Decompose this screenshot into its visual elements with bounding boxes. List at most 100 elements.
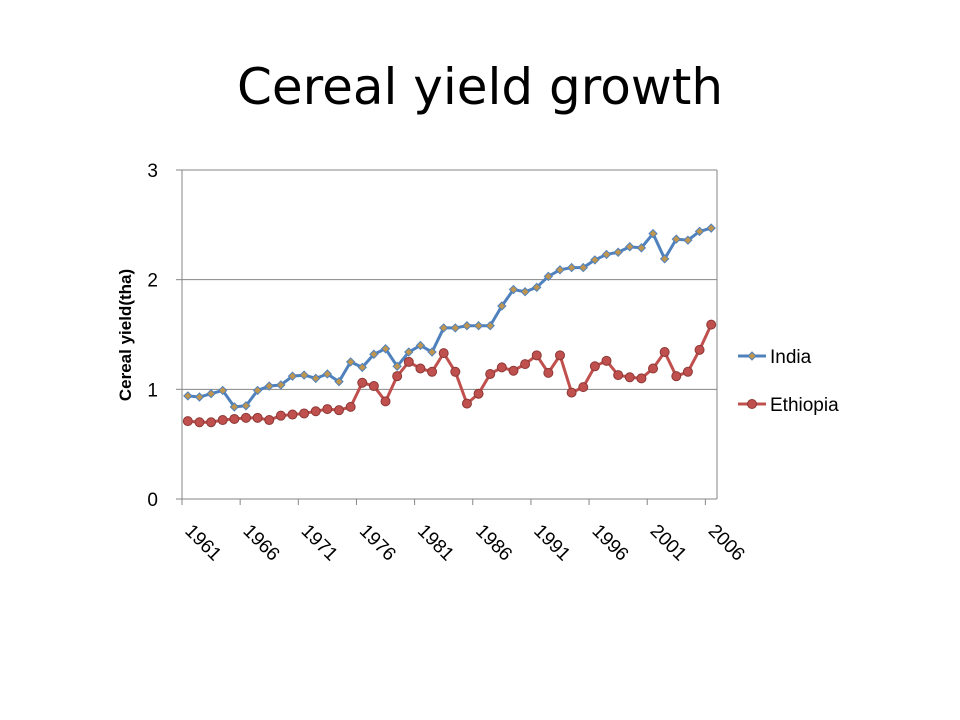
data-point xyxy=(182,416,193,427)
y-axis-label: Cereal yield(tha) xyxy=(116,269,135,401)
legend-label: Ethiopia xyxy=(770,395,839,416)
data-point xyxy=(566,262,577,273)
data-point xyxy=(369,349,379,359)
data-point xyxy=(554,350,565,361)
data-point xyxy=(217,385,228,396)
data-point xyxy=(578,262,588,273)
data-point xyxy=(427,366,438,377)
data-point xyxy=(241,401,251,411)
data-point xyxy=(613,247,623,257)
data-point xyxy=(183,391,193,401)
x-tick-label: 1971 xyxy=(297,521,342,566)
y-tick-label: 1 xyxy=(147,380,158,401)
x-tick-label: 1991 xyxy=(529,521,574,566)
legend: India Ethiopia xyxy=(738,347,839,416)
data-point xyxy=(497,301,507,311)
data-point xyxy=(194,392,205,402)
x-tick-label: 1981 xyxy=(413,521,458,566)
x-tick-label: 2001 xyxy=(646,521,691,566)
data-point xyxy=(636,243,647,253)
data-point xyxy=(531,350,542,361)
legend-label: India xyxy=(770,347,812,368)
data-point xyxy=(450,366,461,377)
data-point xyxy=(706,319,717,330)
data-point xyxy=(543,271,554,282)
data-point xyxy=(264,381,274,391)
data-point xyxy=(287,409,298,420)
data-point xyxy=(485,321,495,331)
data-point xyxy=(461,398,472,409)
data-point xyxy=(380,396,391,407)
data-point xyxy=(415,340,426,351)
series-line xyxy=(187,324,713,424)
data-point xyxy=(625,242,635,252)
data-point xyxy=(229,413,240,424)
data-point xyxy=(566,387,577,398)
data-point xyxy=(508,365,519,376)
data-point xyxy=(380,344,391,354)
data-point xyxy=(624,372,635,383)
data-point xyxy=(311,373,321,384)
legend-item-ethiopia: Ethiopia xyxy=(738,395,839,416)
data-point xyxy=(543,367,554,378)
legend-item-india: India xyxy=(738,347,812,368)
data-point xyxy=(345,357,356,367)
series-layer xyxy=(182,223,717,428)
data-point xyxy=(659,347,670,358)
data-point xyxy=(555,265,565,275)
data-point xyxy=(636,373,647,384)
data-point xyxy=(392,371,403,382)
gridlines xyxy=(182,169,717,390)
y-tick-label: 0 xyxy=(147,490,158,511)
series-line xyxy=(187,226,712,409)
data-point xyxy=(240,412,251,423)
data-point xyxy=(368,381,379,392)
data-point xyxy=(322,404,333,415)
y-tick-label: 2 xyxy=(147,271,158,292)
data-point xyxy=(578,382,589,393)
data-point xyxy=(264,415,275,426)
data-point xyxy=(671,234,682,244)
data-point xyxy=(694,344,705,355)
data-point xyxy=(217,415,228,426)
data-point xyxy=(683,235,693,245)
y-tick-label: 3 xyxy=(147,161,158,182)
data-point xyxy=(473,321,484,331)
data-point xyxy=(194,417,205,428)
data-point xyxy=(229,402,240,412)
x-tick-label: 1986 xyxy=(471,521,516,566)
data-point xyxy=(520,359,531,370)
data-point xyxy=(496,362,507,373)
data-point xyxy=(694,226,705,237)
data-point xyxy=(206,417,217,428)
data-point xyxy=(334,376,344,387)
data-point xyxy=(508,284,519,295)
x-axis-ticks: 1961 1966 1971 1976 1981 1986 1991 1996 2001 2006 xyxy=(180,499,749,566)
legend-swatch-marker xyxy=(747,399,757,409)
data-point xyxy=(404,347,414,357)
data-point xyxy=(275,410,286,421)
data-point xyxy=(299,408,310,419)
data-point xyxy=(299,370,309,380)
data-point xyxy=(671,371,682,382)
data-point xyxy=(648,228,658,239)
x-tick-label: 1976 xyxy=(355,521,400,566)
data-point xyxy=(462,321,472,331)
data-point xyxy=(252,385,263,396)
data-point xyxy=(601,355,612,366)
data-point xyxy=(532,282,542,293)
data-point xyxy=(206,389,216,399)
data-point xyxy=(438,348,449,359)
data-point xyxy=(345,401,356,412)
data-point xyxy=(310,406,321,417)
data-point xyxy=(601,249,612,260)
data-point xyxy=(334,405,345,416)
data-point xyxy=(706,223,716,233)
data-point xyxy=(613,370,624,381)
plot-frame xyxy=(181,170,718,500)
data-point xyxy=(438,323,449,333)
data-point xyxy=(415,363,426,374)
slide-title: Cereal yield growth xyxy=(236,58,724,116)
data-point xyxy=(450,323,461,333)
